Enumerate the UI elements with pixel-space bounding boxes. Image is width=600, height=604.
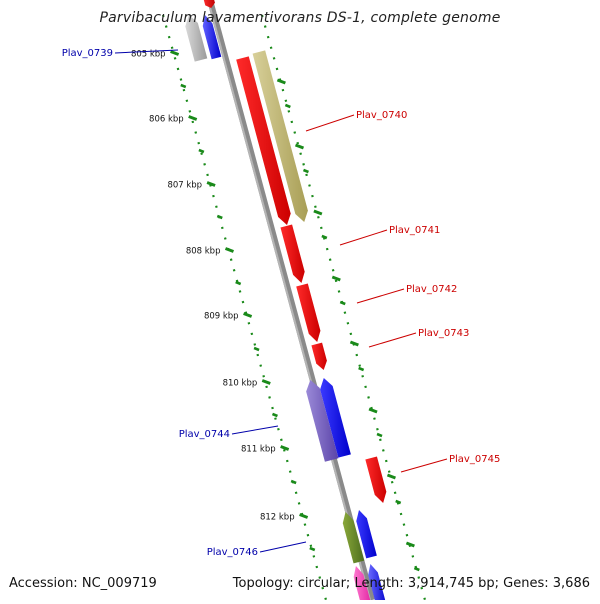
length-label: Length: xyxy=(354,576,404,591)
ruler-major-tick xyxy=(299,513,309,519)
gene-arrow-red[interactable] xyxy=(311,342,327,370)
ruler-major-tick xyxy=(280,445,290,451)
length-value: 3,914,745 bp xyxy=(407,576,495,591)
ruler-major-tick xyxy=(405,541,415,548)
gene-label[interactable]: Plav_0744 xyxy=(179,429,230,440)
ruler-minor-tick xyxy=(309,546,316,552)
gene-arrow-blue[interactable] xyxy=(356,510,377,559)
ruler-kbp-label: 811 kbp xyxy=(241,445,276,455)
gene-leader-line xyxy=(400,458,448,473)
accession-label: Accession: xyxy=(9,576,78,591)
ruler-major-tick xyxy=(224,247,235,253)
gene-label[interactable]: Plav_0739 xyxy=(62,48,113,59)
gene-arrow-green[interactable] xyxy=(342,512,365,564)
ruler-minor-tick xyxy=(321,234,328,240)
ruler-major-tick xyxy=(313,209,323,216)
gene-arrow-blue[interactable] xyxy=(368,564,387,604)
ruler-major-tick xyxy=(261,379,271,385)
gene-leader-line xyxy=(356,288,405,304)
ruler-minor-tick xyxy=(395,499,402,505)
ruler-major-tick xyxy=(368,407,378,414)
ruler-kbp-label: 807 kbp xyxy=(167,181,202,191)
accession-line: Accession: NC_009719 xyxy=(9,576,157,591)
left-ruler-track xyxy=(161,14,328,601)
ruler-minor-tick xyxy=(302,168,309,174)
gene-leader-line xyxy=(259,541,307,553)
gene-arrow-red[interactable] xyxy=(280,224,305,283)
ruler-kbp-label: 809 kbp xyxy=(204,312,239,322)
accession-value: NC_009719 xyxy=(81,576,157,591)
ruler-kbp-label: 810 kbp xyxy=(223,379,258,389)
ruler-major-tick xyxy=(170,50,180,56)
ruler-major-tick xyxy=(276,78,286,85)
gene-label[interactable]: Plav_0746 xyxy=(207,547,258,558)
gene-leader-line xyxy=(114,49,179,54)
gene-leader-line xyxy=(231,425,279,435)
ruler-minor-tick xyxy=(413,566,420,572)
ruler-minor-tick xyxy=(376,432,383,438)
genome-backbone xyxy=(207,0,375,601)
gene-arrow-red[interactable] xyxy=(236,56,291,225)
gene-arrow-red[interactable] xyxy=(296,283,321,342)
gene-leader-line xyxy=(339,229,388,246)
gene-leader-line xyxy=(368,332,417,348)
ruler-minor-tick xyxy=(358,366,365,372)
gene-arrow-gray[interactable] xyxy=(185,15,208,62)
ruler-minor-tick xyxy=(198,148,205,154)
ruler-major-tick xyxy=(331,275,341,282)
ruler-minor-tick xyxy=(339,300,346,306)
ruler-major-tick xyxy=(294,143,305,150)
genome-backbone-highlight xyxy=(207,0,371,601)
ruler-minor-tick xyxy=(180,83,187,89)
gene-arrow-blue[interactable] xyxy=(202,15,222,60)
ruler-minor-tick xyxy=(290,479,297,485)
gene-arrow-blue[interactable] xyxy=(320,378,351,458)
genes-label: Genes: xyxy=(503,576,549,591)
gene-label[interactable]: Plav_0740 xyxy=(356,110,407,121)
ruler-minor-tick xyxy=(216,214,223,220)
gene-arrow-red[interactable] xyxy=(365,456,387,503)
gene-label[interactable]: Plav_0741 xyxy=(389,225,440,236)
ruler-major-tick xyxy=(206,181,216,187)
ruler-major-tick xyxy=(386,473,396,480)
ruler-major-tick xyxy=(243,312,253,318)
gene-leader-line xyxy=(305,114,355,132)
gene-arrow-olive[interactable] xyxy=(252,50,308,222)
ruler-kbp-label: 805 kbp xyxy=(131,50,166,60)
gene-arrow-magenta[interactable] xyxy=(353,566,373,604)
ruler-kbp-label: 808 kbp xyxy=(186,247,221,257)
ruler-minor-tick xyxy=(253,346,260,352)
ruler-kbp-label: 812 kbp xyxy=(260,513,295,523)
genome-stats-line: Topology: circular; Length: 3,914,745 bp… xyxy=(232,576,590,591)
topology-label: Topology: xyxy=(232,576,294,591)
map-title: Parvibaculum lavamentivorans DS-1, compl… xyxy=(99,10,501,26)
ruler-major-tick xyxy=(188,115,198,121)
gene-arrow-violet[interactable] xyxy=(306,380,339,462)
gene-label[interactable]: Plav_0742 xyxy=(406,284,457,295)
ruler-major-tick xyxy=(349,340,359,347)
gene-label[interactable]: Plav_0745 xyxy=(449,454,500,465)
ruler-minor-tick xyxy=(271,412,278,418)
ruler-minor-tick xyxy=(235,280,242,286)
topology-value: circular xyxy=(297,576,346,591)
genes-value: 3,686 xyxy=(552,576,590,591)
ruler-minor-tick xyxy=(284,103,291,109)
ruler-kbp-label: 806 kbp xyxy=(149,115,184,125)
gene-arrow-red[interactable] xyxy=(203,0,215,8)
gene-label[interactable]: Plav_0743 xyxy=(418,328,469,339)
